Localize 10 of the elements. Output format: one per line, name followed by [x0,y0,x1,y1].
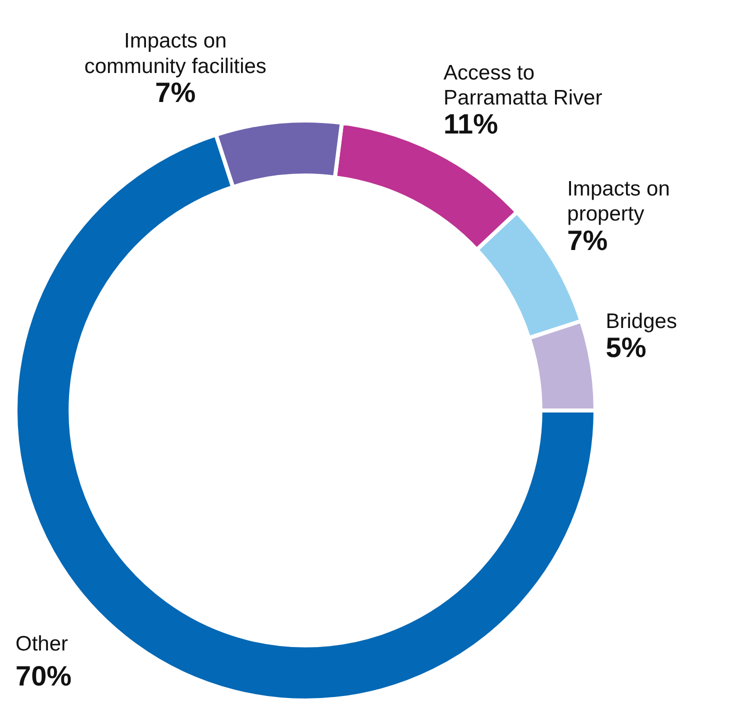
data-label: 70% [16,660,72,692]
data-label: 5% [606,332,646,363]
slice-label: Other [16,632,68,656]
data-label: 11% [444,108,498,140]
slice-label: Impacts on property [567,177,670,226]
slice-label: Access to Parramatta River [444,61,602,110]
slice-label: Impacts on community facilities [84,30,266,78]
slice-label: Bridges [606,310,677,333]
data-label: 7% [567,224,608,256]
data-label: 7% [155,76,196,108]
